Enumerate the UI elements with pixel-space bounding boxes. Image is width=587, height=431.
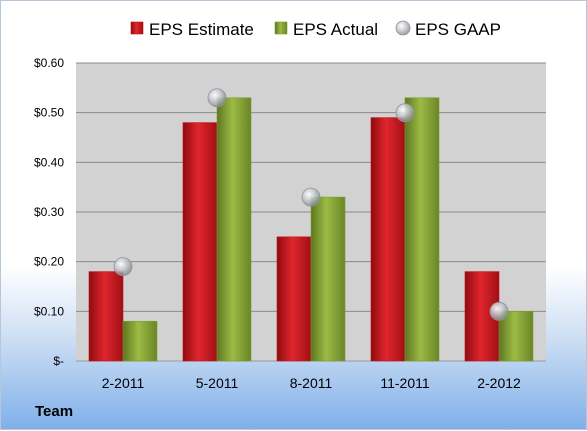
y-tick-label: $- xyxy=(53,354,64,368)
legend-label: EPS Estimate xyxy=(149,20,254,39)
footer-label: Team xyxy=(35,403,74,420)
x-tick-label: 2-2011 xyxy=(102,375,145,391)
y-tick-label: $0.20 xyxy=(34,255,64,269)
legend-swatch-gaap xyxy=(395,20,411,36)
y-tick-label: $0.40 xyxy=(34,155,64,169)
bar-eps-estimate xyxy=(276,236,312,362)
legend: EPS Estimate EPS Actual EPS GAAP xyxy=(130,20,501,39)
bar-eps-actual xyxy=(122,320,158,362)
x-tick-label: 2-2012 xyxy=(477,375,521,391)
y-tick-label: $0.60 xyxy=(34,56,64,70)
y-tick-label: $0.10 xyxy=(34,304,64,318)
bar-eps-actual xyxy=(216,97,252,362)
marker-eps-gaap xyxy=(113,257,133,277)
x-axis: 2-2011 5-2011 8-2011 11-2011 2-2012 xyxy=(102,375,521,391)
y-axis: $- $0.10 $0.20 $0.30 $0.40 $0.50 $0.60 xyxy=(34,56,64,368)
legend-swatch-actual xyxy=(274,21,288,35)
marker-eps-gaap xyxy=(301,187,321,207)
bars xyxy=(88,97,534,362)
bar-eps-actual xyxy=(404,97,440,362)
marker-eps-gaap xyxy=(395,103,415,123)
bar-eps-estimate xyxy=(182,122,218,362)
bar-eps-actual xyxy=(310,196,346,362)
marker-eps-gaap xyxy=(207,88,227,108)
bar-eps-estimate xyxy=(88,271,124,362)
legend-swatch-estimate xyxy=(130,21,144,35)
x-tick-label: 11-2011 xyxy=(380,375,430,391)
marker-eps-gaap xyxy=(489,301,509,321)
y-tick-label: $0.50 xyxy=(34,106,64,120)
gaap-markers xyxy=(113,88,509,321)
x-tick-label: 5-2011 xyxy=(196,375,239,391)
x-tick-label: 8-2011 xyxy=(290,375,333,391)
bar-eps-actual xyxy=(498,311,534,362)
legend-label: EPS Actual xyxy=(293,20,378,39)
bar-eps-estimate xyxy=(370,117,406,362)
y-tick-label: $0.30 xyxy=(34,205,64,219)
legend-label: EPS GAAP xyxy=(415,20,501,39)
